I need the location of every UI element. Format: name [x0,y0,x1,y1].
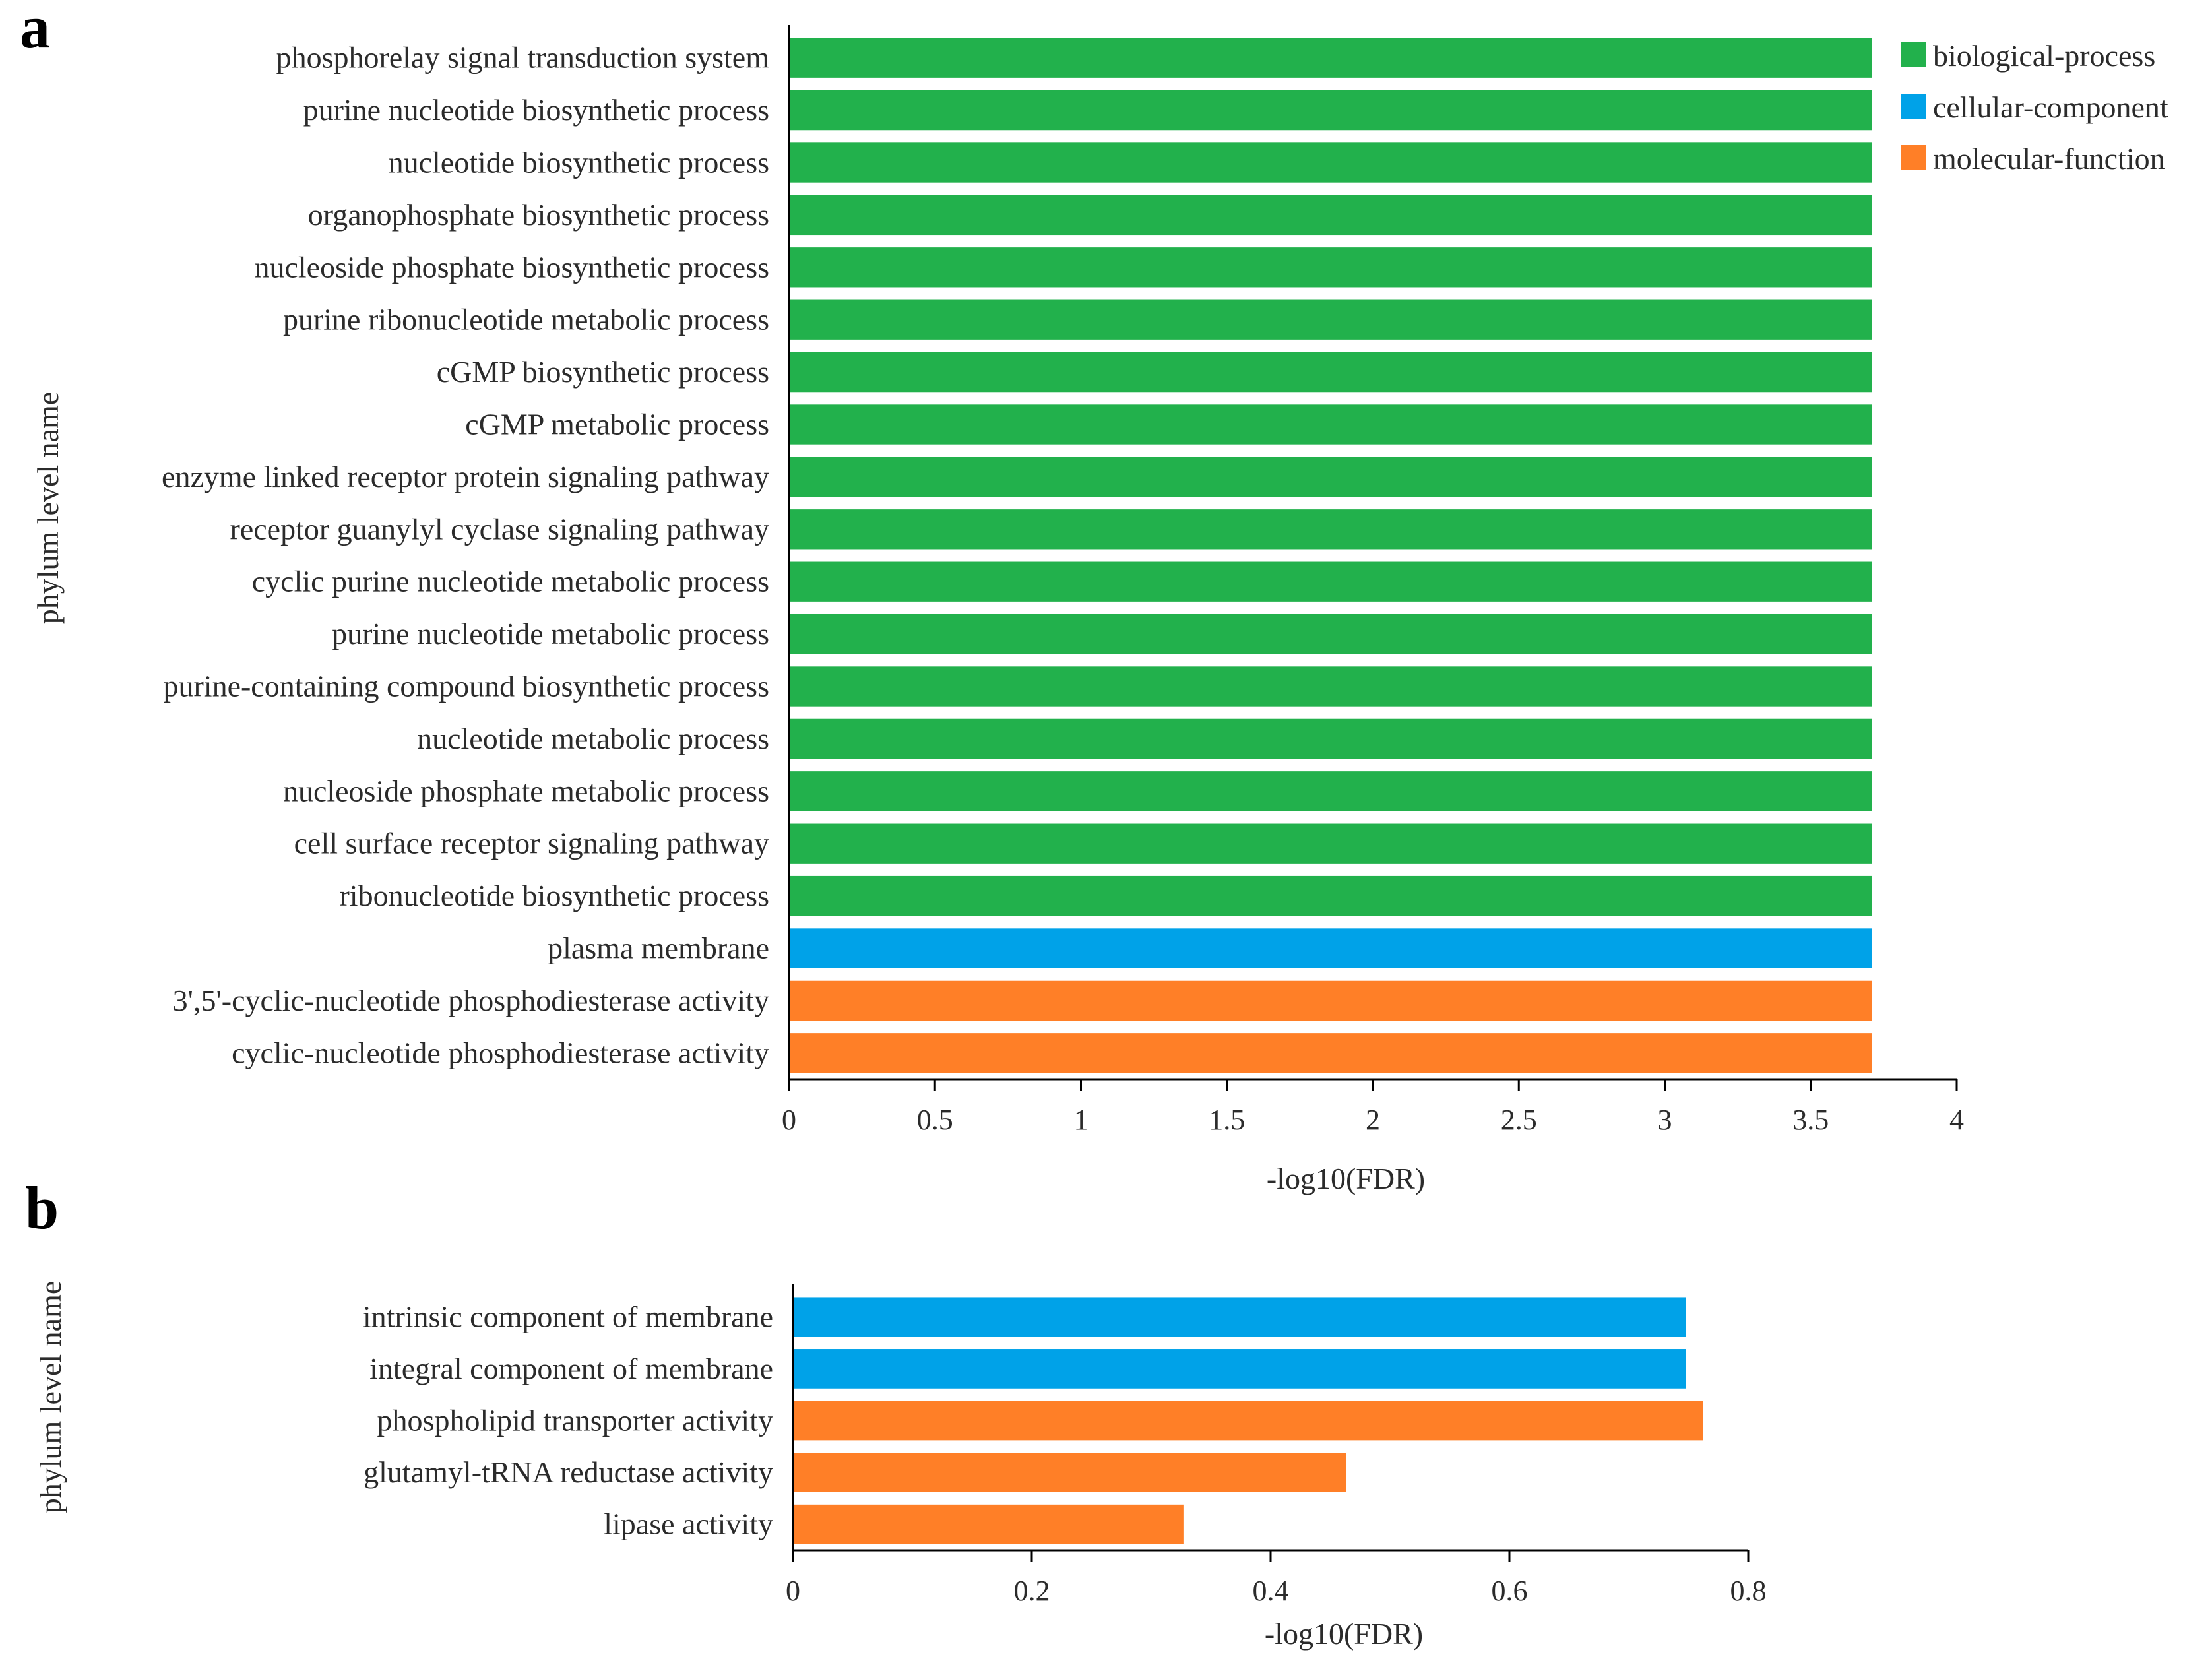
x-tick-label: 0.2 [1014,1575,1050,1607]
bar-purine-ribonucleotide-metabolic-process [789,299,1872,340]
bar-purine-nucleotide-metabolic-process [789,614,1872,654]
legend: biological-process cellular-component mole… [1901,39,2168,175]
category-label: integral component of membrane [369,1352,773,1385]
category-label: purine nucleotide biosynthetic process [303,93,769,127]
x-tick-label: 0.4 [1253,1575,1289,1607]
bar-receptor-guanylyl-cyclase-signaling-pathway [789,509,1872,550]
x-tick-label: 2 [1366,1104,1380,1136]
bar-ribonucleotide-biosynthetic-process [789,875,1872,916]
bar-nucleotide-biosynthetic-process [789,142,1872,183]
legend-swatch-biological-process [1901,42,1926,67]
x-tick-label: 1 [1074,1104,1089,1136]
category-label: purine ribonucleotide metabolic process [283,303,769,336]
bar-purine-nucleotide-biosynthetic-process [789,90,1872,131]
category-label: plasma membrane [548,931,769,965]
category-label: glutamyl-tRNA reductase activity [363,1455,773,1489]
category-label: organophosphate biosynthetic process [308,198,769,232]
x-tick-label: 0.5 [917,1104,953,1136]
category-label: phosphorelay signal transduction system [276,41,770,75]
bar-cgmp-biosynthetic-process [789,352,1872,393]
bar-phospholipid-transporter-activity [793,1401,1703,1441]
y-axis-title: phylum level name [34,1281,67,1514]
x-tick-label: 0.6 [1492,1575,1528,1607]
bar-3-5-cyclic-nucleotide-phosphodiesterase-activity [789,980,1872,1021]
category-label: cGMP metabolic process [465,408,769,441]
legend-label-biological-process: biological-process [1933,39,2155,73]
bar-purine-containing-compound-biosynthetic-process [789,666,1872,707]
x-tick-label: 2.5 [1501,1104,1537,1136]
bar-plasma-membrane [789,928,1872,968]
bar-phosphorelay-signal-transduction-system [789,38,1872,78]
x-axis-title: -log10(FDR) [1267,1162,1425,1195]
category-label: purine nucleotide metabolic process [332,617,769,650]
bar-integral-component-of-membrane [793,1349,1686,1389]
category-label: cyclic purine nucleotide metabolic proce… [252,565,769,598]
panel-label-a: a [20,0,50,61]
y-axis-title: phylum level name [31,392,65,625]
chart-panel-a: phosphorelay signal transduction system p… [31,25,2168,1195]
bar-glutamyl-trna-reductase-activity [793,1453,1346,1492]
x-tick-label: 0.8 [1730,1575,1767,1607]
x-tick-label: 0 [782,1104,796,1136]
category-label: cyclic-nucleotide phosphodiesterase acti… [232,1036,769,1069]
bar-nucleoside-phosphate-biosynthetic-process [789,247,1872,288]
category-label: nucleoside phosphate biosynthetic proces… [254,250,769,284]
x-tick-label: 3 [1658,1104,1672,1136]
bar-enzyme-linked-receptor-protein-signaling-pathway [789,457,1872,497]
x-tick-label: 0 [786,1575,800,1607]
legend-label-molecular-function: molecular-function [1933,142,2165,175]
x-axis-title: -log10(FDR) [1265,1617,1423,1651]
legend-swatch-molecular-function [1901,145,1926,170]
category-label: receptor guanylyl cyclase signaling path… [230,512,770,546]
bar-cgmp-metabolic-process [789,404,1872,445]
bar-cyclic-purine-nucleotide-metabolic-process [789,561,1872,602]
bar-nucleotide-metabolic-process [789,718,1872,759]
category-label: intrinsic component of membrane [363,1300,773,1333]
bar-intrinsic-component-of-membrane [793,1297,1686,1337]
category-label: nucleotide metabolic process [417,722,769,755]
category-label: cGMP biosynthetic process [437,355,769,389]
x-tick-label: 1.5 [1209,1104,1245,1136]
category-label: lipase activity [604,1507,773,1541]
x-tick-label: 3.5 [1792,1104,1829,1136]
bar-lipase-activity [793,1504,1184,1544]
legend-swatch-cellular-component [1901,94,1926,119]
category-label: phospholipid transporter activity [377,1404,773,1437]
bar-organophosphate-biosynthetic-process [789,195,1872,236]
category-label: nucleotide biosynthetic process [389,146,769,179]
category-label: nucleoside phosphate metabolic process [283,774,769,807]
category-label: ribonucleotide biosynthetic process [339,879,769,912]
category-label: enzyme linked receptor protein signaling… [162,460,769,493]
legend-label-cellular-component: cellular-component [1933,90,2168,124]
bar-cyclic-nucleotide-phosphodiesterase-activity [789,1033,1872,1073]
chart-panel-b: intrinsic component of membrane integral … [34,1281,1767,1651]
category-label: 3',5'-cyclic-nucleotide phosphodiesteras… [173,984,769,1017]
bar-cell-surface-receptor-signaling-pathway [789,823,1872,864]
x-tick-label: 4 [1949,1104,1964,1136]
bar-nucleoside-phosphate-metabolic-process [789,771,1872,811]
category-label: purine-containing compound biosynthetic … [163,670,769,703]
panel-label-b: b [25,1174,59,1242]
category-label: cell surface receptor signaling pathway [294,827,769,860]
